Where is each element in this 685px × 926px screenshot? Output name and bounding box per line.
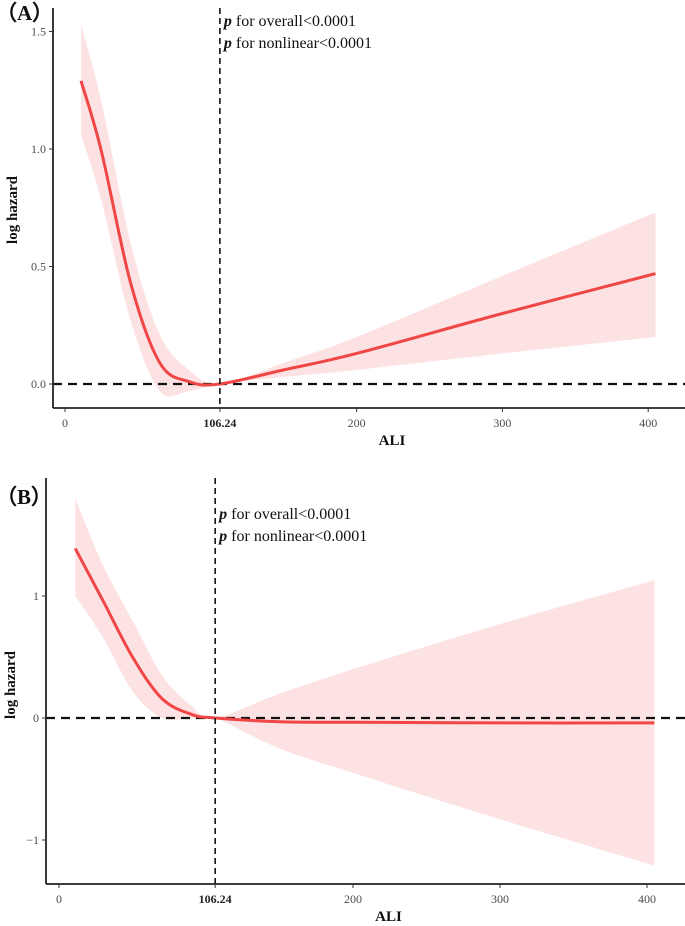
p-value-annotation: p for overall<0.0001 [217,506,351,523]
x-tick-label: 200 [344,892,362,906]
y-tick-label: 0.5 [31,260,46,274]
y-tick-label: −1 [26,833,39,847]
x-tick-label: 300 [491,892,509,906]
p-value-annotation: p for nonlinear<0.0001 [222,35,372,52]
confidence-band [75,498,655,866]
x-axis-title: ALI [375,909,402,925]
panel-a: 0 106.24 200 300 400 0.0 0.5 1.0 1.5 ALI log hazar… [0,1,685,449]
x-tick-label: 0 [56,892,62,906]
x-tick-label: 106.24 [203,416,236,430]
x-tick-label: 0 [62,416,68,430]
x-tick-label: 400 [638,892,656,906]
y-tick-label: 1 [33,589,39,603]
p-value-annotation: p for overall<0.0001 [222,13,356,30]
confidence-band [81,24,656,397]
x-tick-label: 200 [348,416,366,430]
x-axis-title: ALI [379,433,406,449]
panel-label: （A） [0,1,53,25]
p-value-annotation: p for nonlinear<0.0001 [217,528,367,545]
y-axis-title: log hazard [5,175,21,244]
y-axis-title: log hazard [3,650,19,719]
y-tick-label: 0 [33,711,39,725]
y-tick-label: 1.0 [31,142,46,156]
y-tick-label: 1.5 [31,25,46,39]
estimate-curve [79,80,656,387]
panel-label: （B） [0,485,52,509]
y-tick-label: 0.0 [31,377,46,391]
x-tick-label: 106.24 [199,892,232,906]
panel-b: 0 106.24 200 300 400 −1 0 1 ALI log hazard （B） p fo… [0,478,685,925]
x-tick-label: 300 [493,416,511,430]
x-tick-label: 400 [639,416,657,430]
